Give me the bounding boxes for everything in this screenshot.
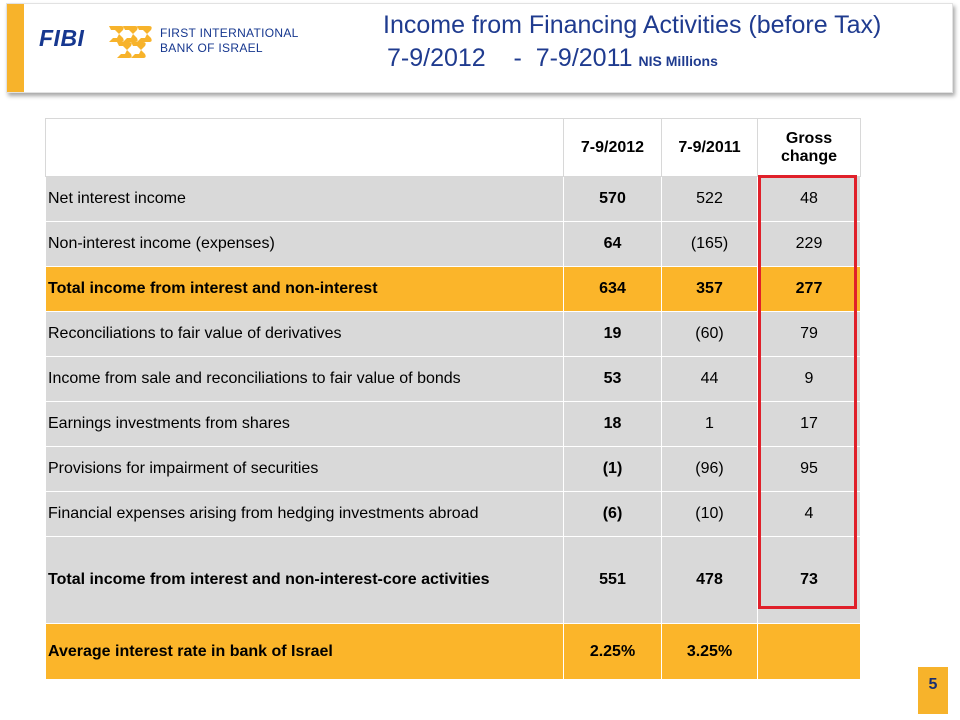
cell-2012: (6) [563, 491, 662, 537]
cell-2011: 357 [661, 266, 758, 312]
cell-2012: 551 [563, 536, 662, 624]
table-row: Non-interest income (expenses) 64 (165) … [45, 221, 861, 267]
cell-2011: (96) [661, 446, 758, 492]
row-label: Financial expenses arising from hedging … [45, 491, 564, 537]
page-number: 5 [918, 667, 948, 714]
unit-label: NIS Millions [638, 53, 718, 69]
table-row: Earnings investments from shares 18 1 17 [45, 401, 861, 447]
cell-change: 17 [757, 401, 861, 447]
cell-2012: 18 [563, 401, 662, 447]
fibi-logo-icon [109, 26, 152, 58]
cell-change: 9 [757, 356, 861, 402]
table-row-total: Total income from interest and non-inter… [45, 266, 861, 312]
cell-change [757, 623, 861, 680]
cell-2011: 3.25% [661, 623, 758, 680]
cell-2012: 2.25% [563, 623, 662, 680]
row-label: Non-interest income (expenses) [45, 221, 564, 267]
column-header-2012: 7-9/2012 [563, 118, 662, 177]
column-header-label [45, 118, 564, 177]
cell-2011: (165) [661, 221, 758, 267]
row-label: Reconciliations to fair value of derivat… [45, 311, 564, 357]
column-header-gross-change: Gross change [757, 118, 861, 177]
cell-2012: 570 [563, 176, 662, 222]
table-row: Income from sale and reconciliations to … [45, 356, 861, 402]
bank-name: FIRST INTERNATIONAL BANK OF ISRAEL [160, 26, 299, 56]
cell-2012: 19 [563, 311, 662, 357]
row-label: Average interest rate in bank of Israel [45, 623, 564, 680]
cell-2011: 1 [661, 401, 758, 447]
period-range: 7-9/2012 - 7-9/2011 [387, 44, 633, 72]
cell-change: 4 [757, 491, 861, 537]
cell-2011: 478 [661, 536, 758, 624]
row-label: Net interest income [45, 176, 564, 222]
table-row: Provisions for impairment of securities … [45, 446, 861, 492]
table-row: Reconciliations to fair value of derivat… [45, 311, 861, 357]
row-label: Total income from interest and non-inter… [45, 266, 564, 312]
slide-header: FIBI FIRST INTERNATIONAL BANK OF ISRAEL … [6, 3, 953, 93]
header-accent-bar [7, 4, 24, 92]
cell-change: 229 [757, 221, 861, 267]
cell-2011: 44 [661, 356, 758, 402]
cell-change: 48 [757, 176, 861, 222]
bank-name-line1: FIRST INTERNATIONAL [160, 26, 299, 40]
table-header-row: 7-9/2012 7-9/2011 Gross change [45, 118, 861, 177]
cell-2011: 522 [661, 176, 758, 222]
cell-change: 277 [757, 266, 861, 312]
fibi-logo-text: FIBI [39, 25, 85, 51]
table-row-interest-rate: Average interest rate in bank of Israel … [45, 623, 861, 680]
cell-2011: (10) [661, 491, 758, 537]
row-label: Income from sale and reconciliations to … [45, 356, 564, 402]
table-row: Net interest income 570 522 48 [45, 176, 861, 222]
column-header-2011: 7-9/2011 [661, 118, 758, 177]
cell-change: 79 [757, 311, 861, 357]
cell-change: 73 [757, 536, 861, 624]
cell-2012: 64 [563, 221, 662, 267]
row-label: Earnings investments from shares [45, 401, 564, 447]
slide-title: Income from Financing Activities (before… [383, 11, 882, 39]
cell-2012: 53 [563, 356, 662, 402]
financing-income-table: 7-9/2012 7-9/2011 Gross change Net inter… [45, 118, 861, 680]
table-row-core-total: Total income from interest and non-inter… [45, 536, 861, 624]
cell-2012: 634 [563, 266, 662, 312]
row-label: Total income from interest and non-inter… [45, 536, 564, 624]
cell-change: 95 [757, 446, 861, 492]
table-row: Financial expenses arising from hedging … [45, 491, 861, 537]
bank-name-line2: BANK OF ISRAEL [160, 41, 263, 55]
slide-subtitle: 7-9/2012 - 7-9/2011 NIS Millions [387, 44, 718, 73]
cell-2012: (1) [563, 446, 662, 492]
row-label: Provisions for impairment of securities [45, 446, 564, 492]
cell-2011: (60) [661, 311, 758, 357]
